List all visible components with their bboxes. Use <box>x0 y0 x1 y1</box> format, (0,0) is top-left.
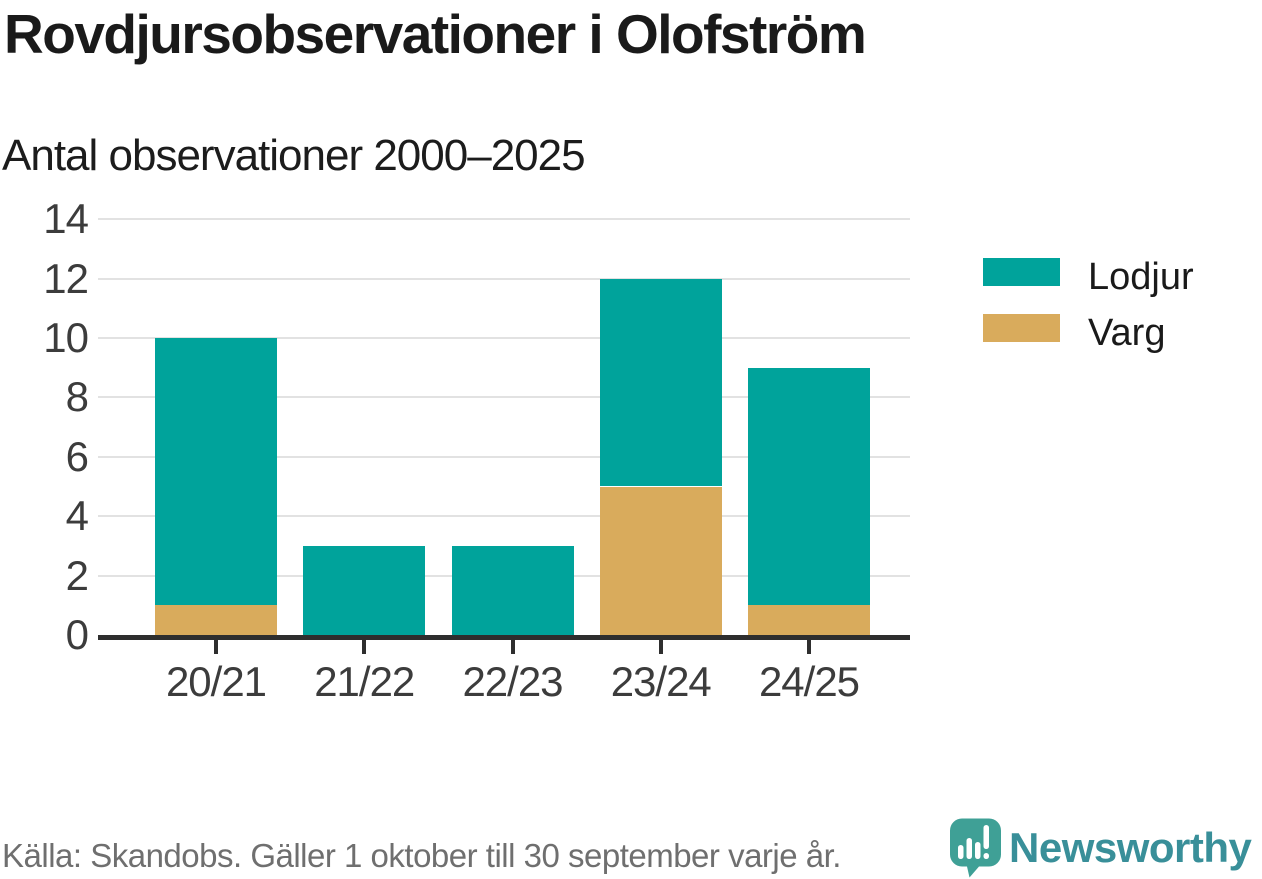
y-tick-label: 2 <box>65 551 89 599</box>
page-title: Rovdjursobservationer i Olofström <box>4 3 867 65</box>
bar-segment-lodjur-20-21 <box>155 338 277 606</box>
gridline <box>98 455 910 458</box>
y-tick-label: 4 <box>65 492 89 540</box>
x-tick-label: 24/25 <box>758 658 860 705</box>
gridline <box>98 515 910 518</box>
x-tick-label: 23/24 <box>610 658 712 705</box>
bar-segment-varg-24-25 <box>748 605 870 635</box>
x-axis-tick <box>214 640 218 654</box>
y-tick-label: 0 <box>65 611 89 658</box>
x-axis-line <box>98 635 910 640</box>
x-axis-tick <box>510 640 515 654</box>
x-axis-tick <box>362 640 367 654</box>
gridline <box>98 337 910 339</box>
bar-segment-lodjur-21-22 <box>303 545 426 635</box>
chart-subtitle: Antal observationer 2000–2025 <box>2 131 586 180</box>
x-tick-label: 20/21 <box>165 658 267 705</box>
x-tick-label: 21/22 <box>314 658 415 705</box>
gridline <box>98 277 910 280</box>
y-tick-label: 8 <box>65 373 89 421</box>
y-tick-label: 10 <box>43 314 89 361</box>
y-tick-label: 6 <box>65 432 89 480</box>
bar-segment-lodjur-23-24 <box>599 278 722 487</box>
x-axis-tick <box>658 640 663 654</box>
bar-segment-varg-23-24 <box>599 486 722 635</box>
bar-segment-lodjur-24-25 <box>748 367 870 606</box>
bar-segment-lodjur-22-23 <box>451 545 574 635</box>
source-note: Källa: Skandobs. Gäller 1 oktober till 3… <box>2 837 841 874</box>
gridline <box>98 396 910 399</box>
x-axis-tick <box>807 640 811 654</box>
bar-segment-varg-20-21 <box>155 605 277 635</box>
y-tick-label: 14 <box>43 195 89 243</box>
gridline <box>98 218 910 221</box>
y-tick-label: 12 <box>43 254 89 302</box>
newsworthy-logo-icon <box>950 818 1001 878</box>
brand-name: Newsworthy <box>1009 824 1252 871</box>
x-tick-label: 22/23 <box>462 658 563 705</box>
